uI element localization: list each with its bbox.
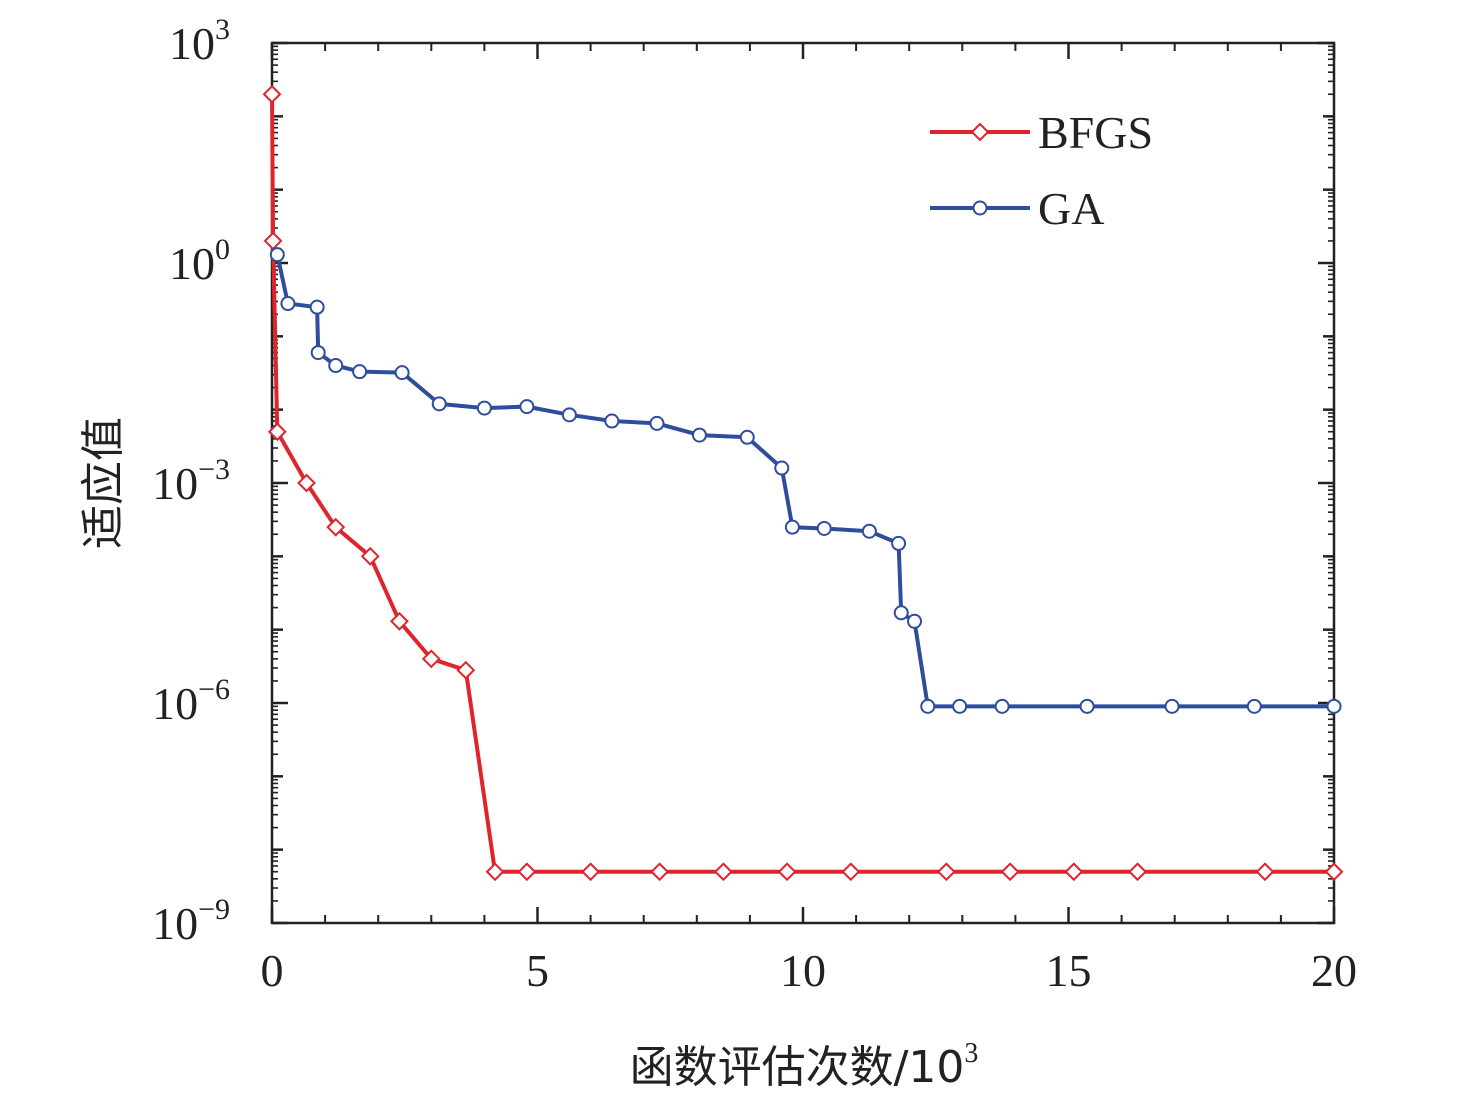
bfgs-point	[517, 862, 537, 882]
ga-point	[891, 535, 907, 551]
ga-point	[269, 247, 285, 263]
y-tick-label: 100	[169, 233, 230, 289]
y-tick-label: 103	[169, 13, 230, 69]
legend-marker-ga	[972, 200, 988, 216]
series-bfgs	[262, 84, 1344, 882]
ga-point	[476, 400, 492, 416]
ga-point	[561, 407, 577, 423]
ga-point	[352, 364, 368, 380]
bfgs-point	[1064, 862, 1084, 882]
bfgs-point	[1128, 862, 1147, 882]
x-axis-title: 函数评估次数/103	[630, 1038, 979, 1093]
bfgs-point	[267, 422, 287, 442]
ga-point	[431, 396, 447, 412]
bfgs-point	[262, 84, 282, 104]
ga-point	[649, 415, 665, 431]
y-tick-label: 10−3	[152, 453, 230, 509]
y-axis-title: 适应值	[78, 417, 129, 549]
ga-point	[328, 358, 344, 374]
legend-label-ga: GA	[1038, 183, 1104, 234]
axis-ticks	[270, 41, 1336, 925]
legend-entry-ga: GA	[930, 183, 1104, 234]
x-tick-label: 15	[1046, 945, 1092, 996]
bfgs-point	[936, 862, 956, 882]
x-tick-label: 10	[780, 945, 826, 996]
ga-point	[920, 698, 936, 714]
ga-point	[994, 698, 1010, 714]
ga-point	[604, 413, 620, 429]
series-ga	[269, 247, 1342, 714]
ga-point	[861, 523, 877, 539]
bfgs-point	[713, 862, 733, 882]
legend-label-bfgs: BFGS	[1038, 107, 1153, 158]
ga-point	[310, 345, 326, 361]
bfgs-point	[360, 546, 380, 566]
bfgs-point	[390, 611, 409, 631]
ga-point	[774, 460, 790, 476]
bfgs-point	[581, 862, 601, 882]
ga-point	[691, 427, 707, 443]
bfgs-point	[263, 231, 283, 251]
plot-frame	[270, 41, 1336, 925]
ga-point	[280, 296, 296, 312]
ga-point	[1246, 698, 1262, 714]
series-layer	[262, 84, 1344, 882]
bfgs-point	[1000, 862, 1020, 882]
ga-point	[1079, 698, 1095, 714]
bfgs-point	[1255, 862, 1275, 882]
bfgs-point	[650, 862, 670, 882]
ga-point	[907, 613, 923, 629]
bfgs-point	[777, 862, 797, 882]
legend: BFGS GA	[930, 107, 1153, 234]
legend-entry-bfgs: BFGS	[930, 107, 1153, 158]
bfgs-point	[485, 862, 505, 882]
ga-point	[1326, 698, 1342, 714]
ga-point	[739, 429, 755, 445]
ga-point	[893, 605, 909, 621]
y-tick-label: 10−9	[152, 893, 230, 949]
ga-point	[309, 299, 325, 315]
ga-point	[394, 365, 410, 381]
ga-point	[519, 399, 535, 415]
bfgs-line	[270, 94, 1334, 874]
ga-point	[1164, 698, 1180, 714]
ga-point	[952, 698, 968, 714]
legend-marker-bfgs	[970, 122, 990, 142]
bfgs-point	[456, 660, 476, 680]
x-tick-label: 20	[1311, 945, 1357, 996]
bfgs-point	[326, 517, 346, 537]
ga-point	[784, 519, 800, 535]
bfgs-point	[1324, 862, 1344, 882]
ga-point	[816, 520, 832, 536]
bfgs-point	[841, 862, 861, 882]
x-tick-label: 0	[261, 945, 284, 996]
y-tick-label: 10−6	[152, 673, 230, 729]
ga-line	[275, 254, 1334, 709]
tick-labels: 0 5 10 15 20 103 100 10−3 10−6 10−9	[152, 13, 1357, 996]
bfgs-point	[421, 649, 441, 669]
bfgs-point	[297, 473, 316, 493]
x-tick-label: 5	[526, 945, 549, 996]
